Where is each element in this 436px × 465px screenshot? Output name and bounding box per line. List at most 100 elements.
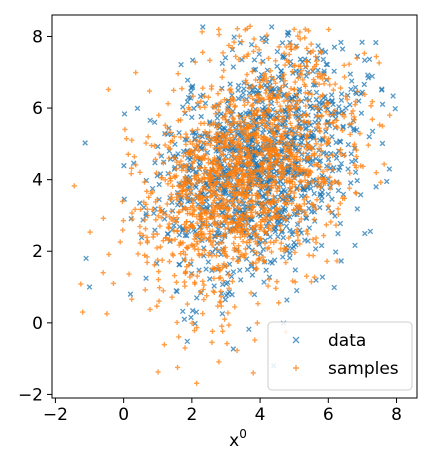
- data-point-samples: [144, 206, 150, 212]
- data-point-samples: [261, 141, 267, 147]
- y-tick-label: 0: [32, 314, 43, 334]
- data-point-samples: [221, 97, 228, 103]
- data-point-samples: [241, 102, 248, 108]
- data-point-samples: [281, 144, 288, 150]
- data-point-data: [347, 101, 353, 108]
- data-point-samples: [173, 279, 180, 285]
- data-point-data: [302, 237, 308, 243]
- data-point-samples: [381, 161, 387, 167]
- data-point-samples: [300, 77, 306, 83]
- data-point-data: [255, 87, 261, 94]
- data-point-samples: [290, 167, 296, 173]
- data-point-samples: [227, 135, 233, 141]
- data-point-data: [379, 101, 386, 108]
- data-point-data: [348, 151, 355, 157]
- data-point-data: [179, 308, 186, 315]
- data-point-data: [246, 90, 253, 96]
- data-point-data: [280, 187, 287, 193]
- data-point-samples: [219, 239, 225, 245]
- data-point-samples: [244, 53, 250, 59]
- data-point-samples: [286, 115, 292, 121]
- data-point-samples: [209, 215, 215, 221]
- data-point-data: [219, 60, 226, 67]
- data-point-samples: [205, 94, 212, 100]
- data-point-samples: [297, 241, 303, 247]
- data-point-samples: [290, 278, 296, 284]
- data-point-samples: [182, 252, 189, 258]
- data-point-samples: [260, 171, 266, 177]
- data-point-samples: [196, 165, 202, 171]
- data-point-samples: [189, 127, 195, 133]
- data-point-samples: [242, 119, 248, 126]
- data-point-samples: [191, 236, 197, 242]
- data-point-samples: [183, 131, 189, 137]
- data-point-samples: [281, 174, 287, 180]
- data-point-samples: [292, 181, 298, 188]
- data-point-samples: [341, 152, 347, 159]
- data-point-samples: [178, 158, 184, 164]
- data-point-samples: [218, 144, 224, 150]
- data-point-samples: [266, 276, 272, 283]
- data-point-samples: [295, 232, 301, 239]
- data-point-samples: [315, 106, 321, 112]
- data-point-data: [237, 277, 244, 283]
- data-point-samples: [285, 191, 291, 197]
- x-axis-ticks: −2 0 2 4 6 8: [43, 398, 402, 425]
- data-point-data: [261, 279, 267, 285]
- data-point-samples: [296, 147, 302, 153]
- data-point-samples: [233, 53, 239, 60]
- data-point-samples: [234, 258, 241, 264]
- data-point-data: [315, 67, 321, 73]
- data-point-data: [184, 155, 191, 161]
- data-point-samples: [249, 116, 255, 122]
- data-point-samples: [176, 209, 182, 215]
- data-point-samples: [253, 44, 259, 50]
- data-point-data: [349, 158, 355, 165]
- data-point-samples: [294, 123, 300, 129]
- data-point-samples: [218, 288, 224, 294]
- data-point-samples: [231, 240, 237, 247]
- data-point-data: [180, 104, 186, 110]
- data-point-samples: [353, 147, 360, 153]
- data-point-samples: [229, 95, 235, 101]
- data-point-samples: [311, 162, 317, 168]
- data-point-data: [286, 255, 293, 261]
- data-point-data: [86, 284, 93, 290]
- data-point-samples: [243, 213, 249, 219]
- data-point-samples: [225, 181, 231, 187]
- data-point-samples: [218, 299, 224, 305]
- data-point-samples: [253, 266, 259, 272]
- data-point-data: [373, 39, 379, 46]
- data-point-samples: [346, 61, 352, 67]
- data-point-samples: [298, 216, 304, 222]
- data-point-samples: [305, 154, 311, 160]
- data-point-samples: [313, 235, 319, 241]
- data-point-data: [352, 169, 359, 176]
- data-point-samples: [122, 126, 128, 133]
- data-point-samples: [169, 238, 175, 244]
- data-point-samples: [232, 304, 238, 310]
- plot-area-frame: [51, 14, 418, 399]
- data-point-data: [359, 39, 365, 46]
- data-point-samples: [281, 50, 287, 56]
- data-point-samples: [266, 173, 272, 179]
- data-point-samples: [305, 231, 311, 237]
- data-point-samples: [165, 224, 171, 230]
- data-point-samples: [213, 170, 219, 176]
- data-point-samples: [175, 71, 181, 77]
- data-point-samples: [229, 219, 235, 225]
- data-point-data: [290, 228, 296, 235]
- data-point-samples: [310, 236, 316, 243]
- data-point-samples: [261, 133, 267, 140]
- x-axis-title-superscript: 0: [239, 427, 247, 441]
- data-point-samples: [171, 134, 177, 140]
- data-point-data: [354, 177, 360, 184]
- data-point-data: [181, 316, 188, 323]
- data-point-samples: [226, 322, 232, 328]
- data-point-samples: [199, 251, 205, 258]
- x-tick-label: 4: [255, 405, 266, 425]
- data-point-samples: [179, 188, 186, 194]
- data-point-samples: [243, 221, 250, 227]
- data-point-samples: [256, 47, 262, 53]
- data-point-samples: [215, 102, 221, 108]
